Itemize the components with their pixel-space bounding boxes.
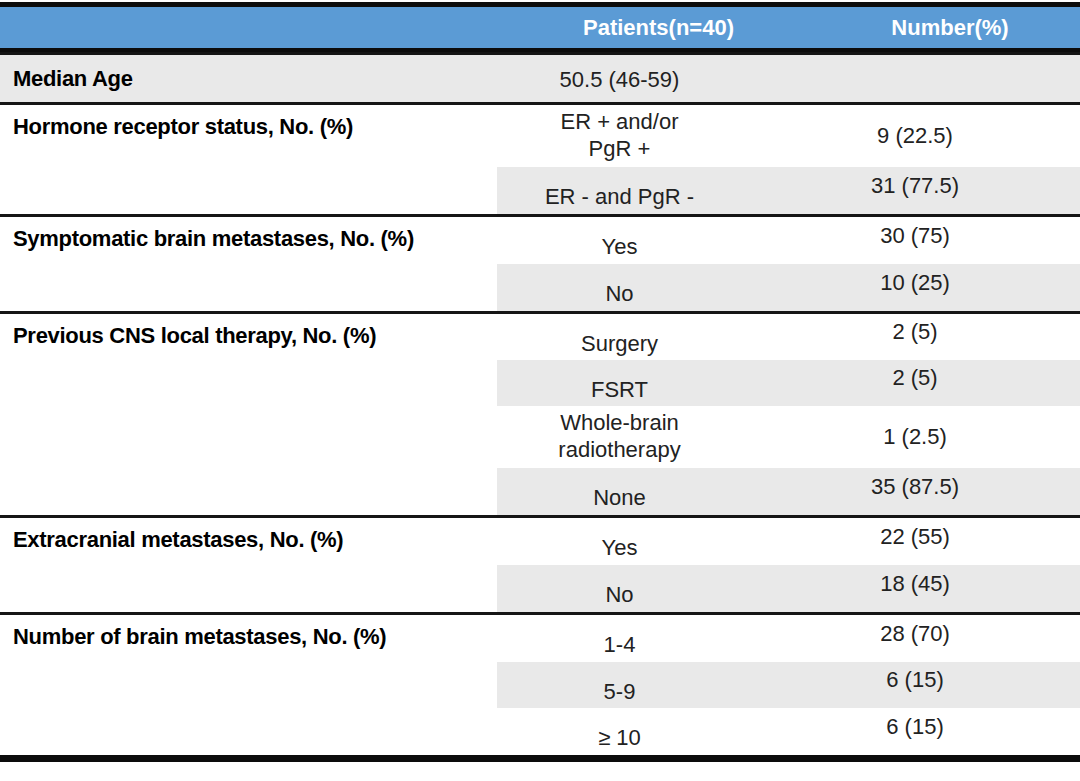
number-cell <box>790 66 1080 92</box>
section-rows: Yes 22 (55) No 18 (45) <box>497 518 1080 612</box>
number-value: 1 (2.5) <box>883 424 947 450</box>
value-cell: Yes <box>497 528 790 555</box>
table-row: 50.5 (46-59) <box>497 55 1080 102</box>
col-header-number: Number(%) <box>790 15 1080 41</box>
number-value: 31 (77.5) <box>871 173 959 199</box>
value-cell: ER + and/or PgR + <box>497 109 790 163</box>
table-row: Surgery 2 (5) <box>497 314 1080 360</box>
table-row: ≥ 10 6 (15) <box>497 708 1080 755</box>
number-cell: 31 (77.5) <box>790 178 1080 204</box>
value-text: 5-9 <box>604 679 636 706</box>
section-label-cns-therapy: Previous CNS local therapy, No. (%) <box>0 314 497 515</box>
number-value: 18 (45) <box>880 571 950 597</box>
number-value: 9 (22.5) <box>877 123 953 149</box>
value-text: Yes <box>602 535 638 562</box>
value-text: Surgery <box>581 331 658 358</box>
section-hormone-receptor-status: Hormone receptor status, No. (%) ER + an… <box>0 102 1080 214</box>
number-cell: 2 (5) <box>790 324 1080 350</box>
number-cell: 30 (75) <box>790 228 1080 254</box>
table-row: ER + and/or PgR + 9 (22.5) <box>497 105 1080 167</box>
value-text: None <box>593 485 646 512</box>
number-cell: 1 (2.5) <box>790 424 1080 450</box>
table-row: Yes 30 (75) <box>497 217 1080 264</box>
section-rows: 1-4 28 (70) 5-9 6 (15) ≥ 10 6 (15) <box>497 615 1080 755</box>
value-cell: ≥ 10 <box>497 718 790 745</box>
value-line-1: Whole-brain <box>497 410 742 437</box>
table-row: FSRT 2 (5) <box>497 360 1080 406</box>
table-row: 5-9 6 (15) <box>497 662 1080 708</box>
number-value: 28 (70) <box>880 621 950 647</box>
value-text: FSRT <box>591 377 648 404</box>
value-cell: Whole-brain radiotherapy <box>497 410 790 464</box>
number-cell: 18 (45) <box>790 576 1080 602</box>
section-median-age: Median Age 50.5 (46-59) <box>0 52 1080 102</box>
section-extracranial-metastases: Extracranial metastases, No. (%) Yes 22 … <box>0 515 1080 612</box>
value-cell: None <box>497 478 790 505</box>
section-previous-cns-therapy: Previous CNS local therapy, No. (%) Surg… <box>0 311 1080 515</box>
section-label-hormone-receptor: Hormone receptor status, No. (%) <box>0 105 497 214</box>
value-cell: 1-4 <box>497 625 790 652</box>
number-value: 22 (55) <box>880 524 950 550</box>
value-line-2: PgR + <box>497 136 742 163</box>
value-text: Yes <box>602 234 638 261</box>
table-row: ER - and PgR - 31 (77.5) <box>497 167 1080 214</box>
section-label-median-age: Median Age <box>0 55 497 102</box>
patient-characteristics-table: Patients(n=40) Number(%) Median Age 50.5… <box>0 2 1080 762</box>
number-cell: 35 (87.5) <box>790 479 1080 505</box>
section-rows: ER + and/or PgR + 9 (22.5) ER - and PgR … <box>497 105 1080 214</box>
value-cell: ER - and PgR - <box>497 177 790 204</box>
section-label-extracranial: Extracranial metastases, No. (%) <box>0 518 497 612</box>
section-label-number-brain-mets: Number of brain metastases, No. (%) <box>0 615 497 755</box>
section-rows: 50.5 (46-59) <box>497 55 1080 102</box>
section-symptomatic-brain-metastases: Symptomatic brain metastases, No. (%) Ye… <box>0 214 1080 311</box>
table-row: No 18 (45) <box>497 565 1080 612</box>
number-value: 10 (25) <box>880 270 950 296</box>
number-value: 35 (87.5) <box>871 474 959 500</box>
value-text: No <box>605 582 633 609</box>
number-value: 2 (5) <box>892 365 937 391</box>
table-row: Yes 22 (55) <box>497 518 1080 565</box>
value-line-2: radiotherapy <box>497 437 742 464</box>
number-cell: 22 (55) <box>790 529 1080 555</box>
value-text: No <box>605 281 633 308</box>
value-cell: No <box>497 274 790 301</box>
number-cell: 6 (15) <box>790 672 1080 698</box>
section-number-of-brain-metastases: Number of brain metastases, No. (%) 1-4 … <box>0 612 1080 755</box>
section-rows: Yes 30 (75) No 10 (25) <box>497 217 1080 311</box>
section-rows: Surgery 2 (5) FSRT 2 (5) Whole-brain rad… <box>497 314 1080 515</box>
table-row: 1-4 28 (70) <box>497 615 1080 662</box>
value-cell: 50.5 (46-59) <box>497 65 790 92</box>
value-text: ≥ 10 <box>598 725 641 752</box>
col-header-patients: Patients(n=40) <box>497 15 790 41</box>
section-label-symptomatic: Symptomatic brain metastases, No. (%) <box>0 217 497 311</box>
number-value: 30 (75) <box>880 223 950 249</box>
table-row: Whole-brain radiotherapy 1 (2.5) <box>497 406 1080 468</box>
page: Patients(n=40) Number(%) Median Age 50.5… <box>0 0 1080 781</box>
value-cell: FSRT <box>497 370 790 397</box>
value-line-1: ER + and/or <box>497 109 742 136</box>
value-cell: 5-9 <box>497 672 790 699</box>
median-age-value: 50.5 (46-59) <box>560 67 680 94</box>
number-cell: 6 (15) <box>790 719 1080 745</box>
table-header-row: Patients(n=40) Number(%) <box>0 7 1080 52</box>
number-value: 2 (5) <box>892 319 937 345</box>
value-text: 1-4 <box>604 632 636 659</box>
number-cell: 2 (5) <box>790 370 1080 396</box>
table-row: No 10 (25) <box>497 264 1080 311</box>
table-row: None 35 (87.5) <box>497 468 1080 515</box>
value-text: ER - and PgR - <box>545 184 694 211</box>
value-cell: Surgery <box>497 324 790 351</box>
number-value: 6 (15) <box>886 667 943 693</box>
number-cell: 9 (22.5) <box>790 123 1080 149</box>
number-cell: 28 (70) <box>790 626 1080 652</box>
number-value: 6 (15) <box>886 714 943 740</box>
value-cell: Yes <box>497 227 790 254</box>
value-cell: No <box>497 575 790 602</box>
number-cell: 10 (25) <box>790 275 1080 301</box>
